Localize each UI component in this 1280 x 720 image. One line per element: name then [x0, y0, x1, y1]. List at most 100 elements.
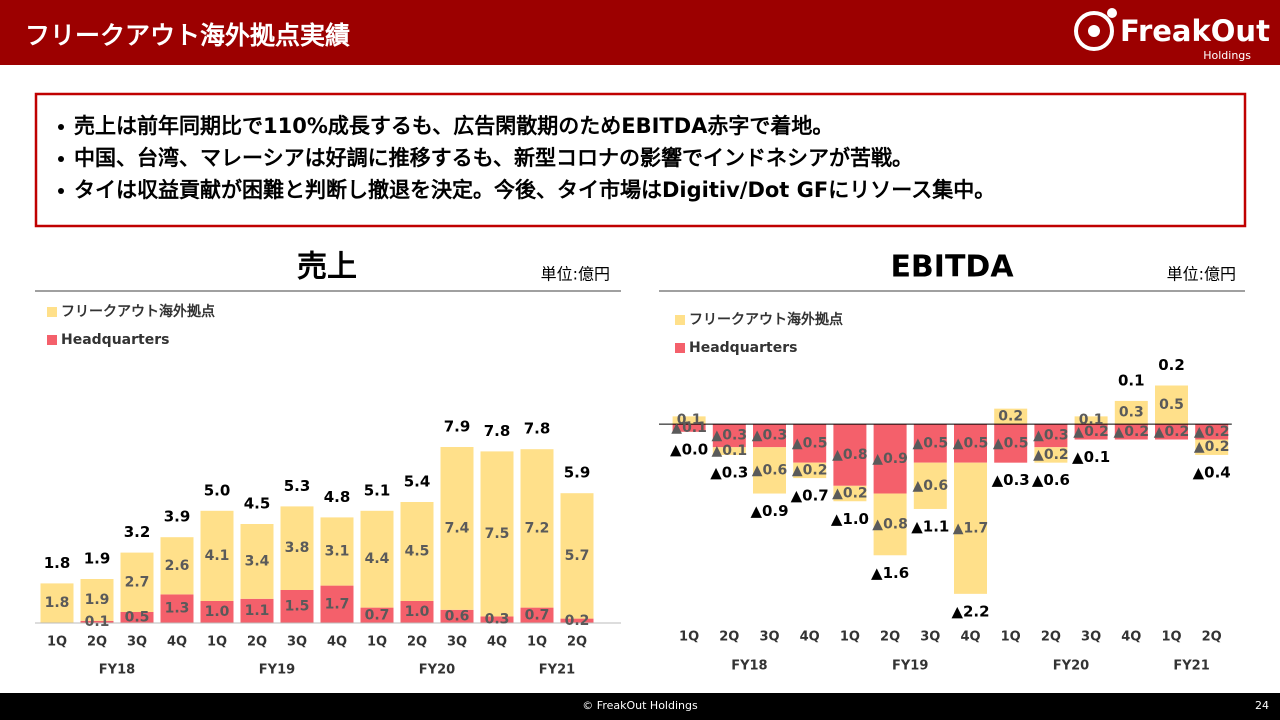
bar-segment — [80, 620, 114, 623]
x-tick-label: 2Q — [719, 630, 739, 645]
bar-segment — [440, 447, 474, 610]
x-tick-label: 2Q — [1041, 630, 1061, 645]
bar-segment — [400, 502, 434, 601]
unit-label: 単位:億円 — [1167, 265, 1236, 284]
total-label: ▲0.0 — [670, 440, 708, 458]
segment-label: ▲0.2 — [792, 462, 828, 478]
page-number: 24 — [1255, 699, 1269, 712]
bar-segment — [1034, 424, 1068, 448]
x-tick-label: 2Q — [1202, 630, 1222, 645]
segment-label: 2.6 — [165, 558, 190, 574]
segment-label: ▲0.2 — [1033, 447, 1069, 463]
bar-segment — [440, 609, 474, 623]
bar-segment — [793, 462, 827, 479]
footer-bar — [0, 693, 1280, 720]
group-label: FY21 — [539, 663, 575, 678]
segment-label: ▲0.3 — [712, 428, 748, 444]
total-label: ▲0.3 — [710, 463, 748, 481]
segment-label: 3.8 — [285, 540, 310, 556]
total-label: 7.9 — [444, 418, 471, 436]
bar-segment — [480, 451, 514, 617]
bullet-text: タイは収益貢献が困難と判断し撤退を決定。今後、タイ市場はDigitiv/Dot … — [74, 178, 995, 202]
bar-segment — [712, 447, 746, 455]
group-label: FY19 — [892, 659, 928, 674]
slide-title: フリークアウト海外拠点実績 — [25, 21, 350, 50]
segment-label: 4.5 — [405, 544, 430, 560]
segment-label: ▲0.5 — [953, 435, 989, 451]
segment-label: 1.8 — [45, 595, 70, 611]
bar-segment — [672, 416, 706, 425]
bar-segment — [360, 510, 394, 608]
bar-segment — [1155, 424, 1188, 440]
segment-label: ▲0.8 — [872, 516, 908, 532]
segment-label: ▲0.2 — [1194, 424, 1230, 440]
legend-label: フリークアウト海外拠点 — [61, 303, 215, 320]
bullet-dot — [58, 156, 64, 162]
total-label: ▲0.6 — [1032, 471, 1070, 489]
legend-swatch — [675, 315, 685, 325]
segment-label: 7.4 — [445, 520, 470, 536]
legend-swatch — [47, 335, 57, 345]
segment-label: 0.5 — [1159, 397, 1184, 413]
x-tick-label: 4Q — [960, 630, 980, 645]
bar-segment — [320, 585, 354, 623]
x-tick-label: 1Q — [679, 630, 699, 645]
summary-box — [34, 92, 1247, 228]
segment-label: 4.1 — [205, 548, 230, 564]
total-label: 1.8 — [44, 554, 71, 572]
bar-segment — [280, 506, 314, 590]
chart-title: 売上 — [297, 250, 357, 285]
group-label: FY20 — [419, 663, 455, 678]
x-tick-label: 1Q — [1001, 630, 1021, 645]
unit-label: 単位:億円 — [541, 265, 610, 284]
legend-label: フリークアウト海外拠点 — [689, 311, 843, 328]
segment-label: 0.1 — [677, 412, 702, 428]
total-label: 1.9 — [84, 550, 111, 568]
segment-label: 0.7 — [525, 607, 550, 623]
x-tick-label: 1Q — [207, 635, 227, 650]
x-tick-label: 1Q — [367, 635, 387, 650]
segment-label: 1.0 — [405, 604, 430, 620]
x-tick-label: 4Q — [167, 635, 187, 650]
segment-label: ▲0.5 — [792, 435, 828, 451]
segment-label: 0.1 — [85, 614, 110, 630]
group-label: FY21 — [1173, 659, 1209, 674]
bar-segment — [672, 424, 706, 432]
bar-segment — [200, 601, 234, 623]
segment-label: 0.7 — [365, 607, 390, 623]
x-tick-label: 2Q — [567, 635, 587, 650]
segment-label: 0.3 — [1119, 405, 1144, 421]
segment-label: ▲0.2 — [1073, 424, 1109, 440]
total-label: 5.3 — [284, 477, 311, 495]
legend-label: Headquarters — [61, 332, 169, 348]
x-tick-label: 1Q — [1161, 630, 1181, 645]
segment-label: 0.1 — [1079, 412, 1104, 428]
bar-segment — [480, 616, 514, 623]
logo-subtext: Holdings — [1203, 49, 1251, 62]
bar-segment — [160, 594, 194, 623]
segment-label: 0.6 — [445, 608, 470, 624]
bar-segment — [240, 524, 274, 599]
x-tick-label: 1Q — [840, 630, 860, 645]
total-label: 0.1 — [1118, 371, 1145, 389]
total-label: 7.8 — [484, 422, 511, 440]
bar-segment — [280, 590, 314, 623]
total-label: 5.9 — [564, 464, 591, 482]
bar-segment — [240, 598, 274, 623]
x-tick-label: 3Q — [127, 635, 147, 650]
segment-label: ▲0.2 — [832, 486, 868, 502]
segment-label: 3.4 — [245, 553, 270, 569]
bar-segment — [120, 552, 154, 612]
segment-label: 1.9 — [85, 592, 110, 608]
segment-label: ▲0.5 — [993, 435, 1029, 451]
legend-swatch — [675, 343, 685, 353]
bar-segment — [1155, 385, 1188, 425]
total-label: ▲0.9 — [750, 502, 788, 520]
x-tick-label: 4Q — [487, 635, 507, 650]
x-tick-label: 3Q — [1081, 630, 1101, 645]
total-label: ▲0.7 — [791, 487, 829, 505]
total-label: ▲2.2 — [951, 602, 989, 620]
segment-label: 0.5 — [125, 610, 150, 626]
